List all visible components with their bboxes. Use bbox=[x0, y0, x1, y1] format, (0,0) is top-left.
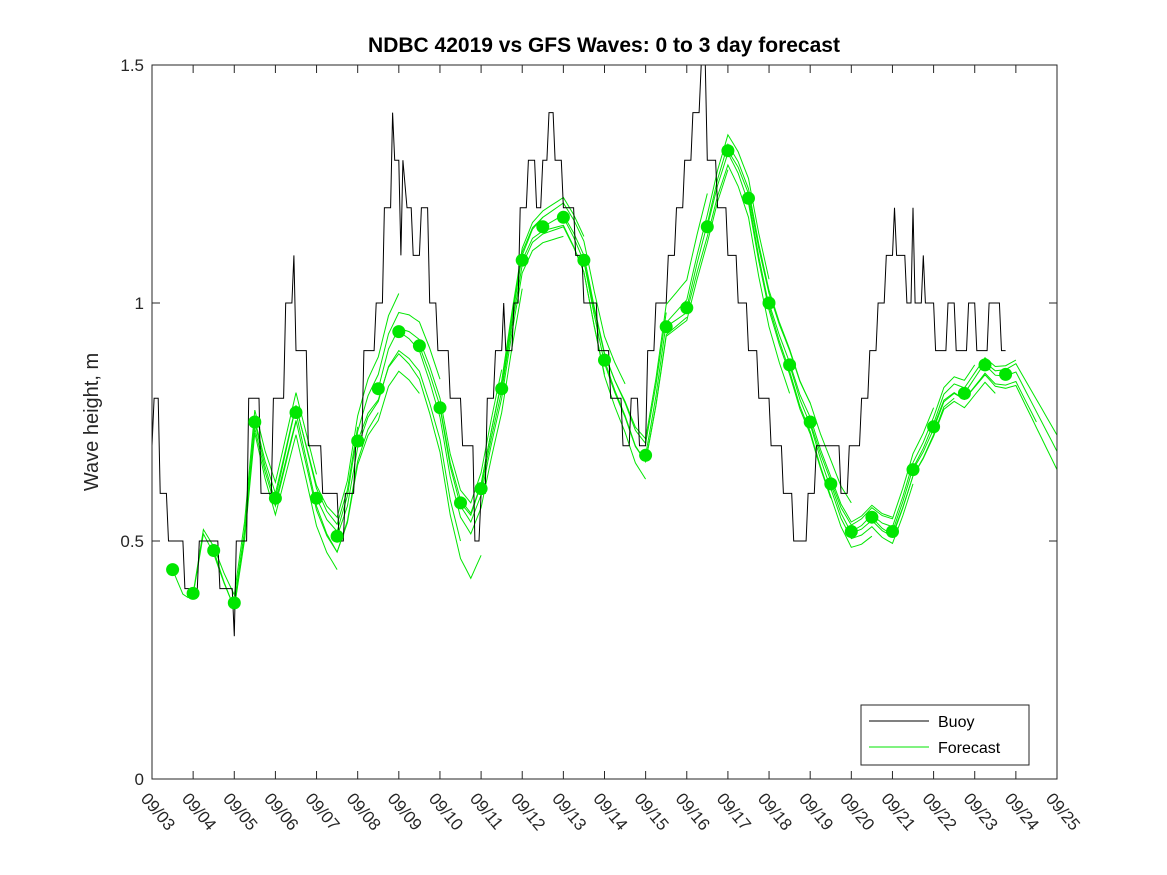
forecast-marker-5 bbox=[248, 415, 262, 429]
forecast-run-line-22 bbox=[604, 169, 729, 464]
forecast-marker-28 bbox=[742, 191, 755, 205]
forecast-marker-36 bbox=[906, 463, 920, 477]
forecast-marker-19 bbox=[536, 220, 550, 234]
forecast-marker-23 bbox=[639, 448, 653, 462]
forecast-marker-7 bbox=[289, 406, 303, 419]
forecast-marker-39 bbox=[978, 358, 992, 372]
forecast-marker-35 bbox=[886, 525, 899, 538]
forecast-marker-40 bbox=[999, 367, 1013, 381]
forecast-marker-33 bbox=[844, 525, 858, 538]
forecast-marker-26 bbox=[700, 220, 714, 234]
forecast-marker-3 bbox=[207, 544, 221, 557]
forecast-marker-6 bbox=[268, 491, 282, 505]
forecast-marker-31 bbox=[803, 415, 817, 429]
y-tick-label: 1.5 bbox=[120, 56, 144, 75]
forecast-markers bbox=[166, 144, 1013, 610]
forecast-marker-34 bbox=[865, 510, 879, 524]
forecast-marker-24 bbox=[659, 320, 673, 334]
buoy-series bbox=[151, 64, 1006, 637]
forecast-marker-37 bbox=[927, 420, 941, 434]
forecast-marker-27 bbox=[721, 144, 735, 158]
forecast-marker-18 bbox=[515, 253, 529, 267]
forecast-marker-20 bbox=[556, 210, 570, 224]
forecast-marker-9 bbox=[330, 529, 344, 543]
y-axis-label: Wave height, m bbox=[81, 353, 103, 491]
forecast-marker-32 bbox=[824, 477, 838, 491]
forecast-marker-4 bbox=[227, 596, 241, 610]
forecast-marker-10 bbox=[351, 434, 365, 448]
forecast-run-line-37 bbox=[933, 374, 1058, 470]
forecast-marker-8 bbox=[310, 491, 323, 505]
legend: Buoy Forecast bbox=[860, 704, 1030, 766]
forecast-marker-25 bbox=[680, 301, 694, 315]
forecast-marker-38 bbox=[957, 386, 971, 400]
forecast-marker-29 bbox=[762, 296, 776, 310]
chart-title: NDBC 42019 vs GFS Waves: 0 to 3 day fore… bbox=[368, 34, 840, 57]
forecast-marker-17 bbox=[495, 382, 509, 396]
forecast-marker-21 bbox=[577, 253, 591, 267]
forecast-marker-14 bbox=[433, 401, 447, 415]
forecast-marker-11 bbox=[371, 382, 385, 396]
forecast-marker-13 bbox=[412, 339, 426, 353]
forecast-marker-22 bbox=[598, 353, 611, 367]
legend-forecast-label: Forecast bbox=[938, 740, 1001, 757]
forecast-marker-2 bbox=[186, 586, 200, 600]
y-tick-label: 0 bbox=[135, 770, 144, 789]
forecast-marker-12 bbox=[392, 325, 406, 339]
plot-area bbox=[152, 65, 1057, 779]
y-tick-label: 1 bbox=[135, 294, 144, 313]
forecast-marker-1 bbox=[166, 563, 180, 577]
forecast-run-line-7 bbox=[295, 370, 420, 554]
forecast-marker-15 bbox=[454, 496, 467, 510]
forecast-run-line-10 bbox=[357, 353, 482, 580]
y-axis-ticks: 0 0.5 1 1.5 bbox=[120, 56, 1057, 789]
forecast-marker-16 bbox=[474, 482, 488, 496]
buoy-line bbox=[151, 64, 1006, 637]
y-tick-label: 0.5 bbox=[120, 532, 144, 551]
forecast-run-line-39 bbox=[984, 364, 1058, 452]
legend-buoy-label: Buoy bbox=[938, 714, 974, 731]
forecast-marker-30 bbox=[783, 358, 797, 372]
forecast-run-line-38 bbox=[963, 361, 1058, 436]
legend-box bbox=[860, 704, 1030, 766]
